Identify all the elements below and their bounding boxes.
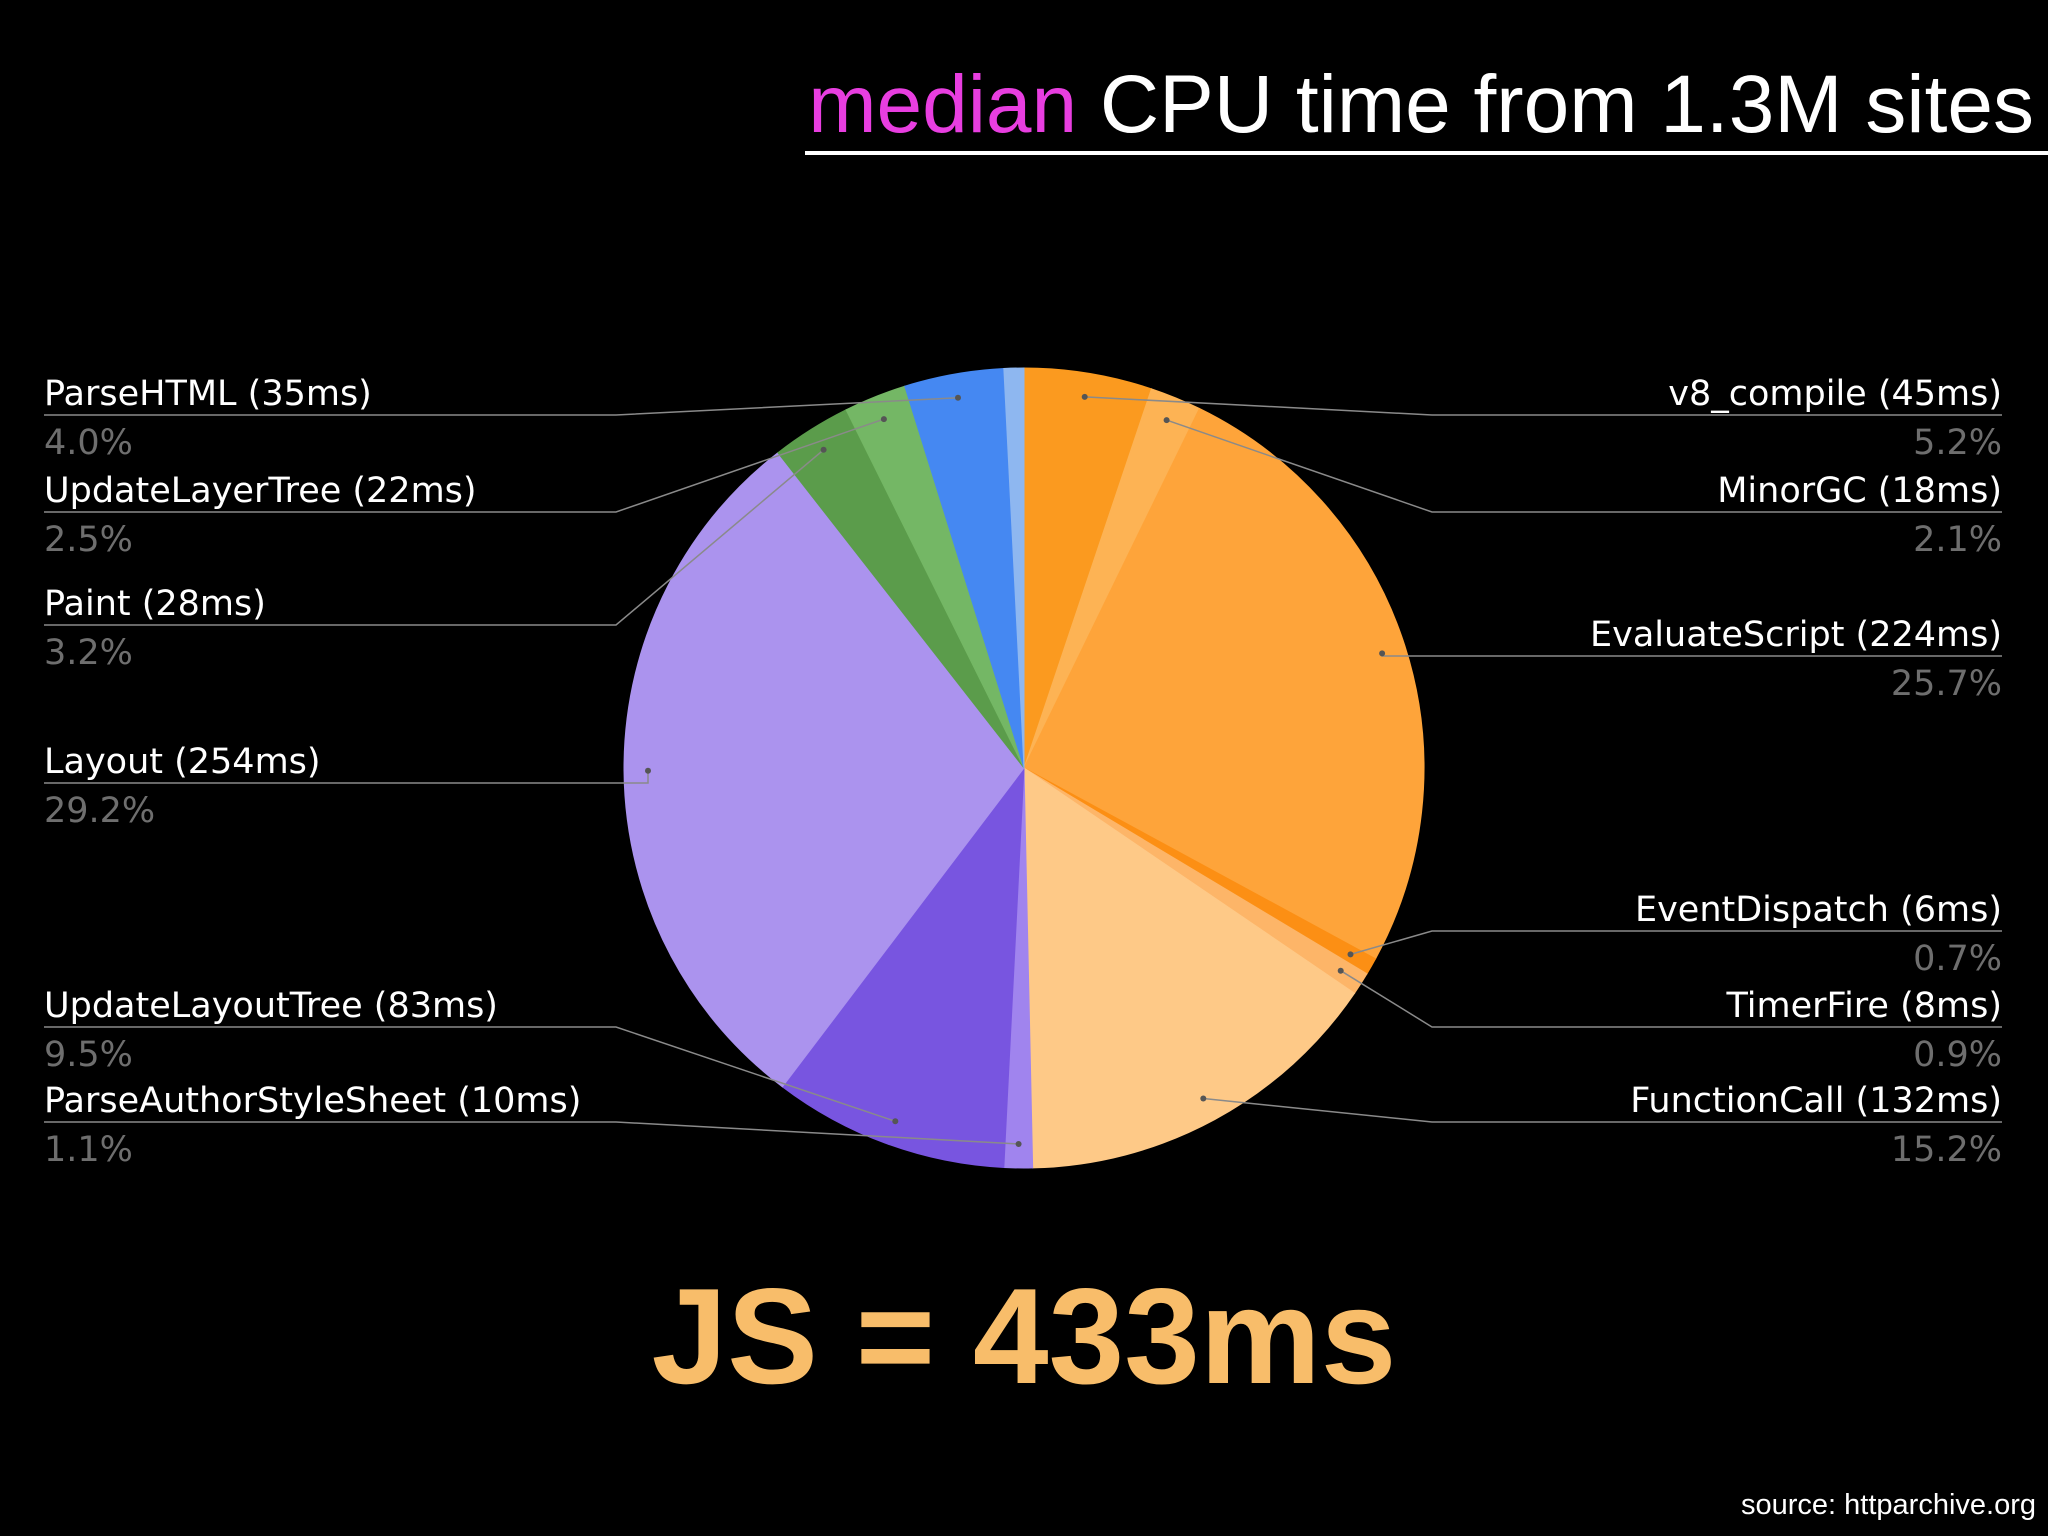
label-function-call: FunctionCall (132ms) [1630, 1081, 2002, 1121]
percent-function-call: 15.2% [1891, 1130, 2002, 1170]
label-v8-compile: v8_compile (45ms) [1668, 374, 2002, 414]
label-layout: Layout (254ms) [44, 742, 321, 782]
label-parse-author-style-sheet: ParseAuthorStyleSheet (10ms) [44, 1081, 581, 1121]
slice-layout [623, 452, 1025, 1088]
label-evaluate-script: EvaluateScript (224ms) [1590, 615, 2002, 655]
leader-line-update-layer-tree [44, 418, 885, 513]
title-underline [805, 151, 2048, 155]
percent-timer-fire: 0.9% [1913, 1035, 2002, 1075]
percent-parse-author-style-sheet: 1.1% [44, 1130, 133, 1170]
leader-line-parse-html [44, 397, 959, 416]
label-timer-fire: TimerFire (8ms) [1725, 986, 2002, 1026]
leader-line-function-call [1203, 1097, 2002, 1123]
title-accent: median [808, 59, 1078, 150]
leader-dot-update-layer-tree [880, 416, 887, 423]
percent-layout: 29.2% [44, 791, 155, 831]
label-paint: Paint (28ms) [44, 584, 266, 624]
leader-lines [44, 393, 2002, 1147]
slice-labels: v8_compile (45ms) 5.2% MinorGC (18ms) 2.1% E… [44, 374, 2002, 1170]
percent-evaluate-script: 25.7% [1891, 664, 2002, 704]
source-credit: source: httparchive.org [1741, 1489, 2036, 1521]
percent-paint: 3.2% [44, 633, 133, 673]
leader-line-v8-compile [1084, 396, 2002, 416]
leader-dot-v8-compile [1081, 393, 1088, 400]
slice-function-call [1023, 767, 1356, 1169]
label-event-dispatch: EventDispatch (6ms) [1635, 890, 2002, 930]
label-update-layout-tree: UpdateLayoutTree (83ms) [44, 986, 498, 1026]
percent-update-layer-tree: 2.5% [44, 520, 133, 560]
label-update-layer-tree: UpdateLayerTree (22ms) [44, 471, 477, 511]
label-minor-gc: MinorGC (18ms) [1717, 471, 2002, 511]
percent-minor-gc: 2.1% [1913, 520, 2002, 560]
percent-event-dispatch: 0.7% [1913, 939, 2002, 979]
leader-dot-function-call [1200, 1095, 1207, 1102]
percent-update-layout-tree: 9.5% [44, 1035, 133, 1075]
leader-line-minor-gc [1166, 419, 2002, 513]
leader-line-event-dispatch [1350, 930, 2002, 956]
percent-parse-html: 4.0% [44, 423, 133, 463]
leader-line-parse-author-style-sheet [44, 1121, 1019, 1145]
slice-evaluate-script [1023, 407, 1425, 960]
leader-dot-timer-fire [1337, 967, 1344, 974]
leader-dot-parse-author-style-sheet [1015, 1141, 1022, 1147]
js-total-summary: JS = 433ms [651, 1260, 1397, 1412]
slice-update-layout-tree [781, 766, 1025, 1169]
leader-line-update-layout-tree [44, 1026, 896, 1123]
leader-dot-parse-html [955, 394, 961, 401]
leader-dot-update-layout-tree [892, 1118, 899, 1125]
chart-title: median CPU time from 1.3M sites [808, 64, 2034, 146]
pie-slices [623, 367, 1425, 1169]
leader-dot-layout [645, 767, 651, 774]
leader-dot-paint [820, 446, 827, 453]
leader-dot-evaluate-script [1379, 650, 1386, 657]
leader-dot-event-dispatch [1347, 951, 1354, 958]
percent-v8-compile: 5.2% [1913, 423, 2002, 463]
leader-line-paint [44, 449, 825, 626]
leader-line-layout [44, 770, 649, 784]
leader-line-timer-fire [1340, 970, 2002, 1028]
title-rest: CPU time from 1.3M sites [1077, 59, 2034, 150]
label-parse-html: ParseHTML (35ms) [44, 374, 372, 414]
leader-dot-minor-gc [1163, 417, 1170, 424]
slice-unlabeled-12 [1003, 367, 1025, 769]
